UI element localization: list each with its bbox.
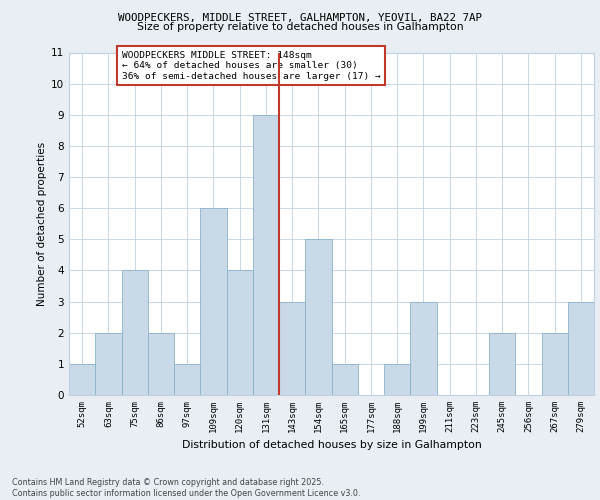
Bar — [410, 302, 437, 395]
Bar — [227, 270, 253, 395]
Bar — [331, 364, 358, 395]
Y-axis label: Number of detached properties: Number of detached properties — [37, 142, 47, 306]
Bar — [305, 240, 331, 395]
Bar — [200, 208, 227, 395]
Text: WOODPECKERS MIDDLE STREET: 148sqm
← 64% of detached houses are smaller (30)
36% : WOODPECKERS MIDDLE STREET: 148sqm ← 64% … — [121, 51, 380, 80]
Text: WOODPECKERS, MIDDLE STREET, GALHAMPTON, YEOVIL, BA22 7AP: WOODPECKERS, MIDDLE STREET, GALHAMPTON, … — [118, 12, 482, 22]
Bar — [253, 115, 279, 395]
X-axis label: Distribution of detached houses by size in Galhampton: Distribution of detached houses by size … — [182, 440, 481, 450]
Bar — [69, 364, 95, 395]
Bar — [384, 364, 410, 395]
Bar — [121, 270, 148, 395]
Bar — [95, 332, 121, 395]
Bar — [542, 332, 568, 395]
Bar — [148, 332, 174, 395]
Bar — [174, 364, 200, 395]
Text: Contains HM Land Registry data © Crown copyright and database right 2025.
Contai: Contains HM Land Registry data © Crown c… — [12, 478, 361, 498]
Bar — [568, 302, 594, 395]
Text: Size of property relative to detached houses in Galhampton: Size of property relative to detached ho… — [137, 22, 463, 32]
Bar — [279, 302, 305, 395]
Bar — [489, 332, 515, 395]
